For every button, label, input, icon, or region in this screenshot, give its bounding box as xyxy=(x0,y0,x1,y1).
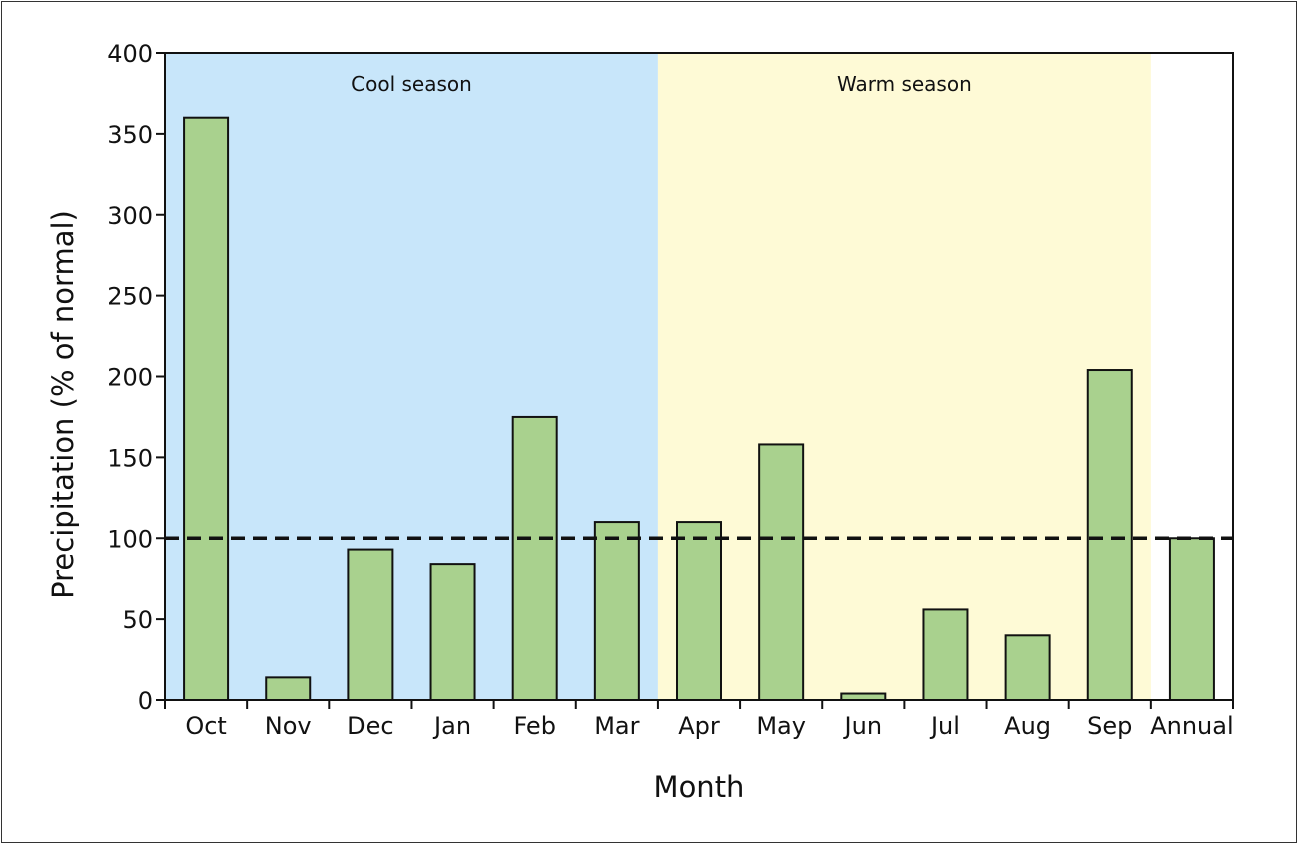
bar xyxy=(265,676,312,701)
x-axis-title: Month xyxy=(654,770,745,804)
x-tick-label: Mar xyxy=(594,712,639,740)
y-axis-title: Precipitation (% of normal) xyxy=(46,210,80,599)
bar xyxy=(511,415,558,701)
y-tick-label: 150 xyxy=(107,444,153,472)
bar xyxy=(1086,369,1133,701)
bar xyxy=(183,116,230,701)
bar xyxy=(429,563,476,701)
x-tick-label: May xyxy=(756,712,806,740)
bar xyxy=(593,521,640,702)
x-tick-label: Apr xyxy=(678,712,720,740)
x-tick-label: Jan xyxy=(432,712,471,740)
season-band xyxy=(657,53,1151,700)
y-tick-label: 300 xyxy=(107,202,153,230)
y-tick-label: 250 xyxy=(107,283,153,311)
y-tick-label: 0 xyxy=(138,687,153,715)
season-band-label: Warm season xyxy=(837,72,972,96)
y-tick-label: 350 xyxy=(107,121,153,149)
x-tick-label: Annual xyxy=(1150,712,1233,740)
x-tick-label: Oct xyxy=(185,712,227,740)
bar xyxy=(758,443,805,701)
bar xyxy=(676,521,722,702)
season-band xyxy=(165,53,658,700)
x-tick-label: Sep xyxy=(1087,712,1132,740)
y-tick-label: 200 xyxy=(107,364,153,392)
bar xyxy=(347,548,394,702)
y-tick-label: 50 xyxy=(122,606,153,634)
x-tick-label: Feb xyxy=(513,712,556,740)
y-tick-label: 400 xyxy=(107,40,153,68)
x-tick-label: Aug xyxy=(1004,712,1051,740)
x-tick-label: Jun xyxy=(843,712,883,740)
axes: 0 50 100 150 200 250 300 350 400 Oct Nov Dec Jan Feb M… xyxy=(107,40,1234,740)
season-band-label: Cool season xyxy=(351,72,472,96)
bar xyxy=(1168,537,1215,701)
x-tick-label: Dec xyxy=(347,712,393,740)
bar xyxy=(922,608,969,701)
x-tick-label: Jul xyxy=(929,712,960,740)
x-tick-label: Nov xyxy=(265,712,312,740)
bars xyxy=(183,116,1215,702)
season-bands: Cool season Warm season xyxy=(165,53,1151,700)
bar xyxy=(1004,634,1051,701)
y-tick-label: 100 xyxy=(107,525,153,553)
